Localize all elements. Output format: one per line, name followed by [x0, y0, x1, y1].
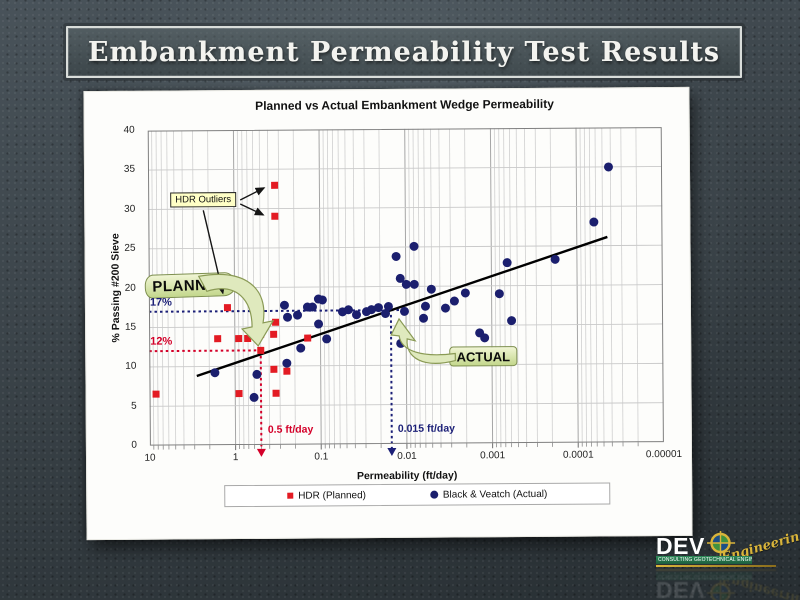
x-tick-label: 0.00001 — [645, 448, 683, 461]
actual-data-point — [322, 334, 332, 344]
logo-brand-text: DEV — [656, 533, 705, 559]
y-tick-label: 15 — [124, 321, 137, 333]
planned-data-point — [271, 181, 279, 189]
logo-tagline: CONSULTING GEOTECHNICAL ENGINEERS — [658, 557, 752, 563]
actual-data-point — [440, 303, 450, 313]
hdr-outliers-callout: HDR Outliers — [170, 192, 237, 208]
actual-data-point — [307, 302, 317, 312]
actual-data-point — [409, 279, 419, 289]
actual-data-point — [399, 307, 409, 317]
y-tick-label: 35 — [123, 164, 136, 176]
y-tick-label: 0 — [131, 439, 137, 451]
planned-data-point — [304, 334, 312, 342]
y-tick-label: 10 — [125, 361, 137, 373]
actual-data-point — [314, 319, 324, 329]
actual-data-point — [391, 251, 401, 262]
planned-label: PLANNED — [144, 271, 237, 299]
planned-data-point — [152, 390, 160, 398]
actual-label: ACTUAL — [449, 346, 518, 367]
actual-data-point — [252, 369, 262, 379]
legend-item: HDR (Planned) — [287, 490, 366, 502]
actual-data-point — [383, 301, 393, 311]
planned-data-point — [272, 390, 280, 398]
slide-title-banner: Embankment Permeability Test Results — [66, 26, 742, 78]
planned-data-point — [244, 335, 252, 343]
devo-logo: DEV Engineering CONSULTING GEOTECHNICAL … — [654, 527, 800, 600]
ref-line-0015ftday-label: 0.015 ft/day — [397, 422, 456, 435]
y-tick-label: 30 — [124, 203, 136, 215]
planned-data-point — [224, 303, 232, 311]
planned-data-point — [213, 335, 221, 343]
planned-data-point — [257, 331, 265, 339]
y-tick-label: 25 — [124, 242, 136, 254]
y-tick-label: 5 — [131, 400, 137, 412]
actual-data-point — [421, 301, 431, 311]
x-tick-label: 0.1 — [314, 451, 329, 463]
planned-data-point — [271, 212, 279, 220]
y-tick-label: 40 — [123, 124, 135, 136]
ref-line-05ftday-label: 0.5 ft/day — [267, 423, 314, 436]
planned-data-point — [235, 390, 243, 398]
planned-data-point — [235, 335, 243, 343]
planned-data-point — [272, 319, 280, 327]
legend-label: HDR (Planned) — [298, 489, 367, 502]
planned-data-point — [270, 331, 278, 339]
legend-square-marker — [287, 492, 294, 499]
ref-line-12pct-label: 12% — [150, 335, 173, 348]
actual-data-point — [296, 343, 306, 353]
actual-data-point — [604, 162, 614, 172]
y-tick-label: 20 — [124, 282, 136, 294]
actual-data-point — [589, 217, 599, 227]
x-axis-title: Permeability (ft/day) — [356, 469, 458, 483]
logo-tagline-bar: CONSULTING GEOTECHNICAL ENGINEERS — [656, 556, 752, 564]
legend-item: Black & Veatch (Actual) — [429, 488, 548, 501]
x-tick-label: 10 — [144, 452, 156, 464]
planned-data-point — [283, 367, 291, 375]
planned-data-point — [257, 346, 265, 354]
x-tick-label: 0.01 — [397, 450, 417, 462]
actual-data-point — [409, 241, 419, 251]
x-axis-ticks: 10 1 0.1 0.01 0.001 0.0001 0.00001 — [144, 449, 682, 467]
actual-data-point — [550, 254, 560, 264]
x-tick-label: 0.0001 — [562, 449, 594, 461]
ref-line-17pct-label: 17% — [149, 296, 172, 309]
legend: HDR (Planned) Black & Veatch (Actual) — [224, 482, 611, 508]
y-axis-ticks: 0 5 10 15 20 25 30 35 40 — [85, 125, 141, 451]
x-tick-label: 1 — [232, 452, 239, 464]
slide-title: Embankment Permeability Test Results — [87, 36, 721, 68]
actual-data-point — [351, 309, 361, 319]
chart-title: Planned vs Actual Embankment Wedge Perme… — [255, 96, 554, 113]
planned-data-point — [270, 365, 278, 373]
legend-label: Black & Veatch (Actual) — [442, 488, 548, 501]
logo-gold-rule — [656, 565, 776, 567]
x-tick-label: 0.001 — [480, 450, 506, 462]
chart-card: Planned vs Actual Embankment Wedge Perme… — [83, 86, 693, 541]
planned-data-point — [253, 320, 261, 328]
legend-circle-marker — [429, 490, 438, 499]
